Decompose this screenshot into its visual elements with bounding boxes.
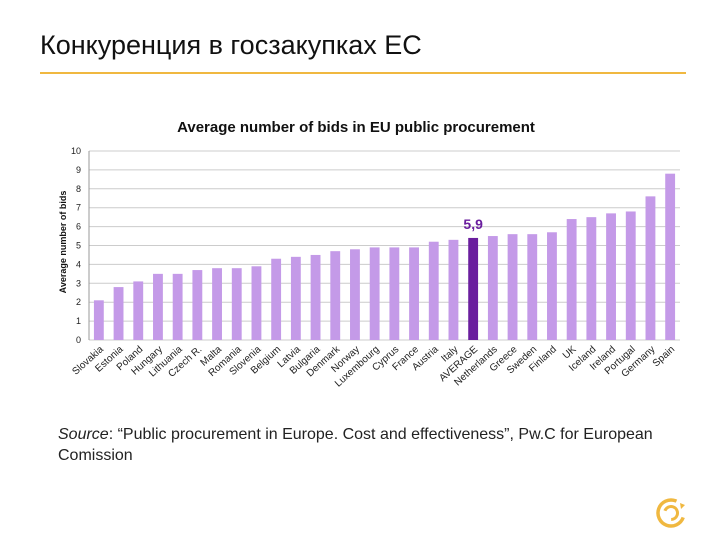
y-tick-label: 4 (76, 259, 81, 269)
bar-iceland (586, 217, 597, 340)
bar-denmark (330, 251, 341, 340)
y-tick-label: 0 (76, 335, 81, 345)
bar-cyprus (389, 247, 400, 340)
bar-poland (133, 281, 144, 340)
bar-portugal (625, 211, 636, 340)
bar-hungary (153, 273, 163, 340)
bar-sweden (527, 234, 538, 340)
circular-arrow-logo-icon (656, 498, 686, 528)
y-tick-label: 2 (76, 297, 81, 307)
bar-slovenia (251, 266, 262, 340)
average-value-label: 5,9 (463, 216, 483, 232)
bar-italy (448, 239, 459, 340)
x-tick-label: Spain (651, 344, 677, 369)
bar-greece (507, 234, 518, 340)
y-tick-label: 3 (76, 278, 81, 288)
source-prefix: Source (58, 426, 109, 443)
bar-spain (665, 173, 676, 340)
title-divider (40, 72, 686, 74)
y-tick-label: 10 (71, 146, 81, 156)
bar-estonia (113, 287, 124, 340)
y-tick-label: 8 (76, 184, 81, 194)
y-tick-label: 1 (76, 316, 81, 326)
bar-slovakia (93, 300, 104, 340)
bar-lithuania (172, 273, 183, 340)
y-tick-label: 5 (76, 241, 81, 251)
bar-latvia (290, 256, 301, 340)
bar-belgium (271, 258, 282, 340)
y-axis-label: Average number of bids (58, 191, 68, 294)
source-text: : “Public procurement in Europe. Cost an… (58, 426, 653, 464)
bar-bulgaria (310, 254, 321, 340)
source-note: Source: “Public procurement in Europe. C… (58, 424, 678, 466)
bar-average (468, 237, 479, 340)
bar-malta (212, 268, 222, 340)
y-tick-label: 6 (76, 222, 81, 232)
bar-finland (547, 232, 557, 340)
bar-luxembourg (369, 247, 380, 340)
bar-netherlands (487, 236, 498, 340)
bar-norway (350, 249, 360, 340)
bar-uk (566, 219, 577, 340)
bar-czech-r- (192, 270, 203, 340)
bar-france (409, 247, 419, 340)
bar-germany (645, 196, 656, 340)
y-tick-label: 9 (76, 165, 81, 175)
y-tick-label: 7 (76, 203, 81, 213)
bar-romania (231, 268, 242, 340)
bar-ireland (606, 213, 616, 340)
chart-title: Average number of bids in EU public proc… (177, 119, 535, 136)
slide-title: Конкуренция в госзакупках ЕС (40, 30, 422, 60)
bar-austria (428, 241, 439, 340)
